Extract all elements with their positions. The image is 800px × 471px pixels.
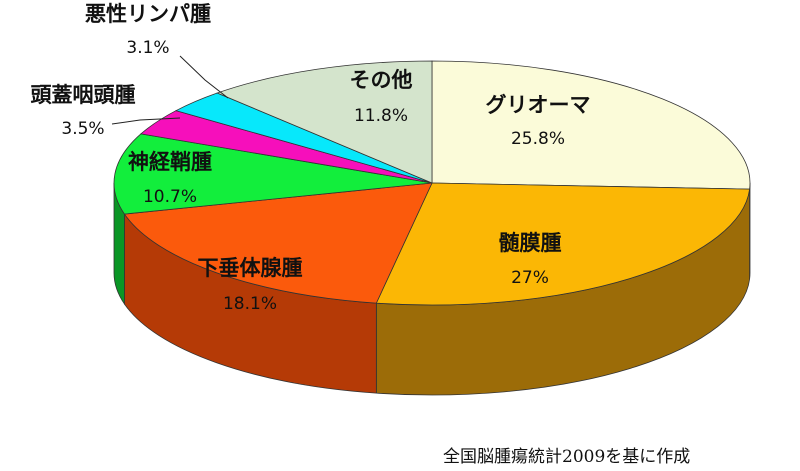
pie-slices <box>113 60 751 306</box>
source-note: 全国脳腫瘍統計2009を基に作成 <box>443 447 690 467</box>
slice-label-malignant-lymphoma: 悪性リンパ腫 <box>85 2 211 26</box>
slice-label-pituitary-adenoma: 下垂体腺腫 <box>198 256 303 280</box>
slice-label-schwannoma: 神経鞘腫 <box>128 150 212 174</box>
slice-pituitary-adenoma <box>123 182 433 304</box>
leader-line-malignant-lymphoma <box>179 55 229 99</box>
slice-label-glioma: グリオーマ <box>486 93 591 117</box>
slice-value-glioma: 25.8% <box>511 129 565 149</box>
slice-value-meningioma: 27% <box>511 268 549 288</box>
slice-other <box>216 60 433 184</box>
slice-value-malignant-lymphoma: 3.1% <box>126 38 169 58</box>
leader-lines <box>111 55 229 125</box>
leader-line-craniopharyngioma <box>111 117 181 125</box>
slice-value-schwannoma: 10.7% <box>143 187 197 207</box>
slice-value-other: 11.8% <box>354 106 408 126</box>
slice-labels: グリオーマ 25.8% 髄膜腫 27% 下垂体腺腫 18.1% 神経鞘腫 10.7% 頭蓋咽頭腫… <box>31 2 591 314</box>
slice-label-other: その他 <box>350 68 413 92</box>
slice-value-pituitary-adenoma: 18.1% <box>223 294 277 314</box>
slice-schwannoma <box>113 133 433 215</box>
slice-label-meningioma: 髄膜腫 <box>499 231 562 255</box>
slice-glioma <box>431 60 751 190</box>
slice-meningioma <box>375 182 751 306</box>
slice-value-craniopharyngioma: 3.5% <box>61 119 104 139</box>
slice-label-craniopharyngioma: 頭蓋咽頭腫 <box>31 83 136 107</box>
